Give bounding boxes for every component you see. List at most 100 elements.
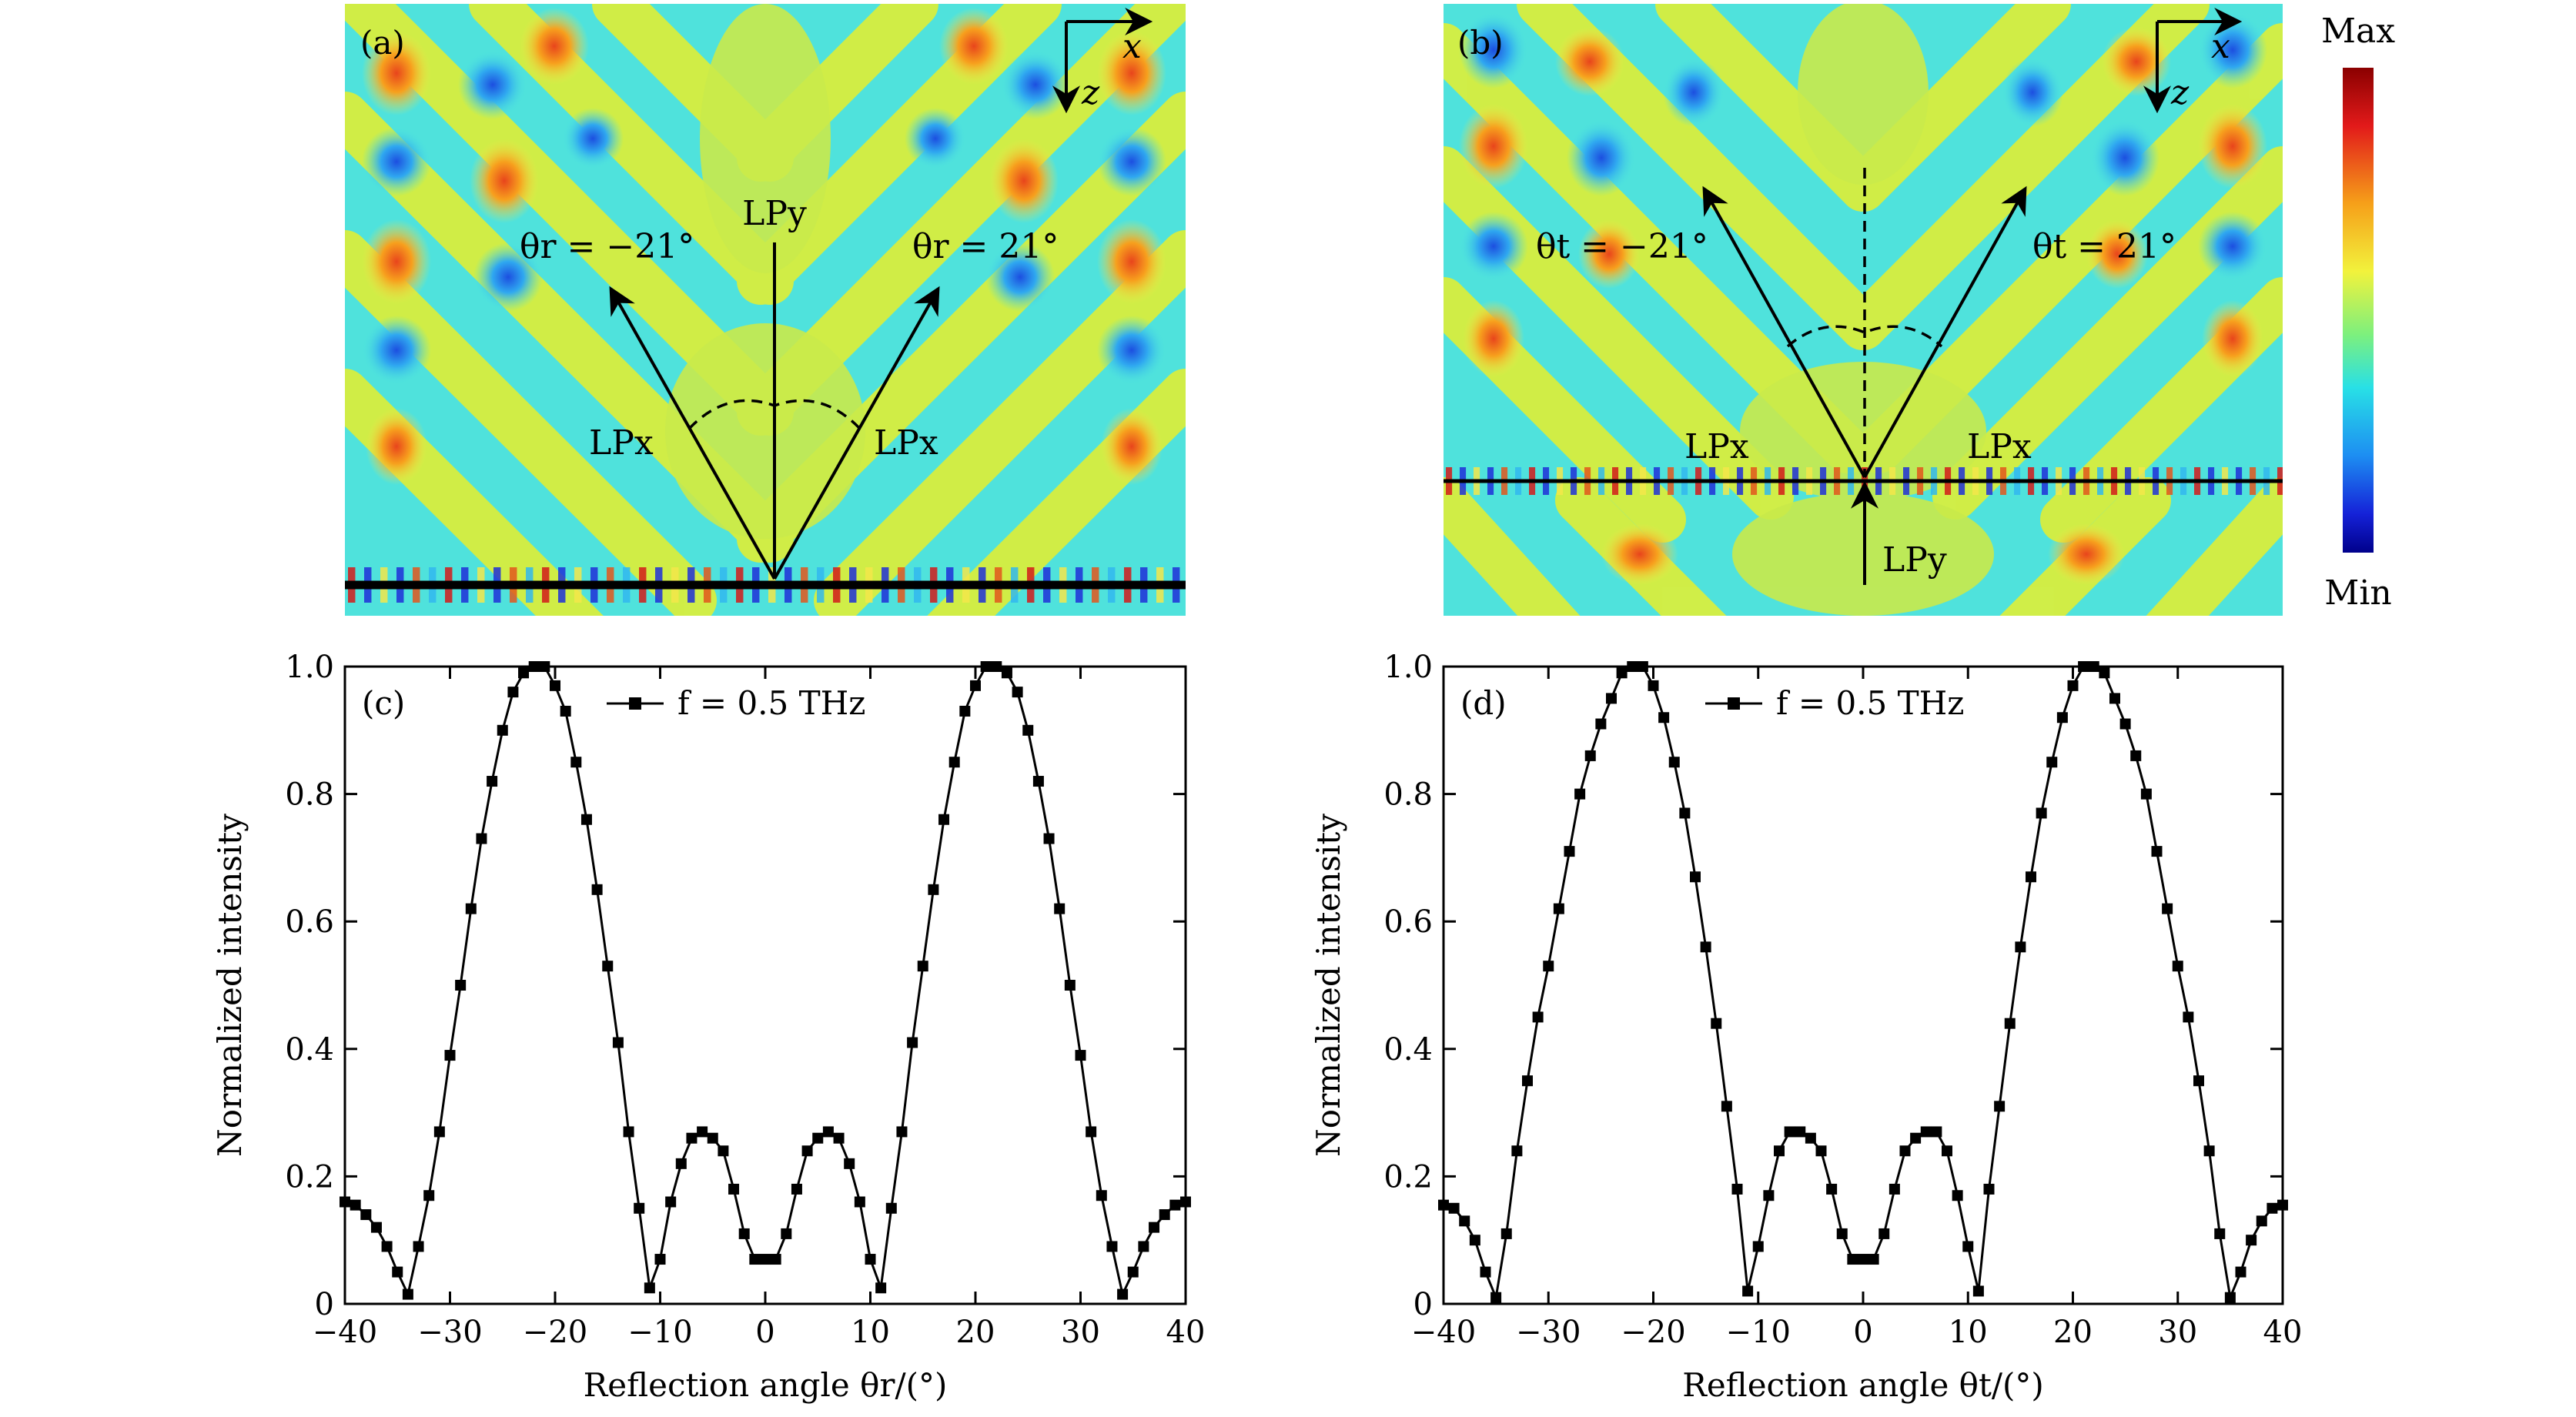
left-beam-label: LPx <box>1684 427 1749 466</box>
data-point <box>528 661 540 672</box>
data-point <box>1878 1228 1890 1239</box>
x-tick-label: −10 <box>627 1315 692 1350</box>
intensity-chart-c: −40 −30 −20 −10 0 10 20 30 40 0 0.2 0.4 0.6 0.8 1.0 Ref… <box>211 650 1205 1404</box>
data-point <box>2015 941 2026 953</box>
right-beam-label: LPx <box>1967 427 2032 466</box>
data-point <box>2099 667 2110 679</box>
data-point <box>2193 1075 2204 1087</box>
data-point <box>781 1228 792 1239</box>
data-point <box>822 1126 834 1138</box>
data-point <box>623 1126 634 1138</box>
data-point <box>2036 807 2047 819</box>
data-point <box>938 814 950 825</box>
data-point <box>1459 1215 1470 1227</box>
data-point <box>1054 903 1066 914</box>
data-point <box>1752 1241 1764 1252</box>
y-tick-label: 0.6 <box>285 904 334 940</box>
data-point <box>1910 1132 1922 1144</box>
data-point <box>707 1132 718 1144</box>
data-point <box>1942 1145 1952 1157</box>
data-point <box>2151 846 2163 857</box>
data-point <box>518 667 530 679</box>
data-point <box>1480 1266 1491 1278</box>
data-point <box>1106 1241 1118 1252</box>
data-point <box>1637 661 1648 672</box>
data-point <box>1648 680 1659 691</box>
data-point <box>1159 1209 1170 1221</box>
data-point <box>612 1037 624 1048</box>
x-tick-label: −40 <box>313 1315 377 1350</box>
data-point <box>340 1196 350 1208</box>
data-point <box>749 1254 761 1265</box>
data-point <box>1500 1228 1512 1239</box>
x-tick-label: −20 <box>523 1315 587 1350</box>
x-tick-label: −30 <box>417 1315 482 1350</box>
data-point <box>1826 1183 1838 1195</box>
data-point <box>1983 1183 1995 1195</box>
data-point <box>1490 1292 1502 1303</box>
data-point <box>1847 1254 1858 1265</box>
data-point <box>1679 807 1691 819</box>
data-point <box>791 1183 802 1195</box>
data-point <box>444 1050 456 1061</box>
data-point <box>2130 750 2142 761</box>
right-angle-label: θr = 21° <box>912 227 1059 266</box>
x-tick-label: −20 <box>1621 1315 1685 1350</box>
data-point <box>928 884 939 895</box>
angle-arc <box>1786 325 1943 348</box>
data-point <box>1962 1241 1974 1252</box>
right-angle-label: θt = 21° <box>2032 227 2176 266</box>
data-point <box>1690 871 1701 883</box>
data-point <box>2277 1199 2288 1211</box>
x-tick-label: −30 <box>1516 1315 1581 1350</box>
data-point <box>1149 1221 1160 1233</box>
data-point <box>1668 757 1680 768</box>
data-point <box>2056 712 2068 724</box>
x-tick-label: 40 <box>2263 1315 2303 1350</box>
data-point <box>2203 1145 2215 1157</box>
data-point <box>360 1209 372 1221</box>
data-point <box>1117 1288 1129 1300</box>
x-tick-label: 20 <box>2053 1315 2093 1350</box>
data-point <box>591 884 603 895</box>
colorbar: Max Min <box>2321 12 2395 613</box>
data-point <box>350 1199 361 1211</box>
y-axis-title: Normalized intensity <box>211 814 249 1157</box>
data-point <box>1180 1196 1191 1208</box>
y-tick-label: 0.8 <box>1383 777 1433 813</box>
colorbar-min-label: Min <box>2324 573 2391 613</box>
data-point <box>2235 1266 2246 1278</box>
x-tick-label: 30 <box>2158 1315 2197 1350</box>
data-point <box>1032 776 1044 787</box>
data-point <box>433 1126 445 1138</box>
data-point <box>423 1190 435 1201</box>
data-point <box>875 1282 887 1294</box>
data-point <box>1595 718 1607 730</box>
panel-b-annotations: (b) x z LPy LPx LPx θt = −21° θt = 21° <box>1457 8 2243 585</box>
x-tick-label: −40 <box>1411 1315 1476 1350</box>
x-tick-label: 10 <box>851 1315 890 1350</box>
data-point <box>1795 1126 1806 1138</box>
data-point <box>1616 667 1628 679</box>
data-point <box>570 757 582 768</box>
y-tick-label: 0.6 <box>1383 904 1433 940</box>
data-point <box>2256 1215 2267 1227</box>
colorbar-max-label: Max <box>2321 12 2395 51</box>
panel-label-b: (b) <box>1457 24 1504 62</box>
data-point <box>991 661 1002 672</box>
data-point <box>1532 1011 1544 1023</box>
right-reflected-beam-arrow <box>773 286 940 580</box>
field-blobs <box>1459 12 2267 585</box>
x-tick-label: −10 <box>1726 1315 1791 1350</box>
data-point <box>392 1266 403 1278</box>
data-point <box>1868 1254 1879 1265</box>
data-point <box>1836 1228 1848 1239</box>
y-axis-title: Normalized intensity <box>1310 814 1347 1157</box>
data-point <box>1169 1199 1181 1211</box>
data-point <box>2004 1018 2016 1029</box>
data-point <box>896 1126 908 1138</box>
data-point <box>686 1132 698 1144</box>
data-point <box>2088 661 2099 672</box>
left-angle-label: θt = −21° <box>1536 227 1708 266</box>
data-point <box>2140 788 2152 800</box>
